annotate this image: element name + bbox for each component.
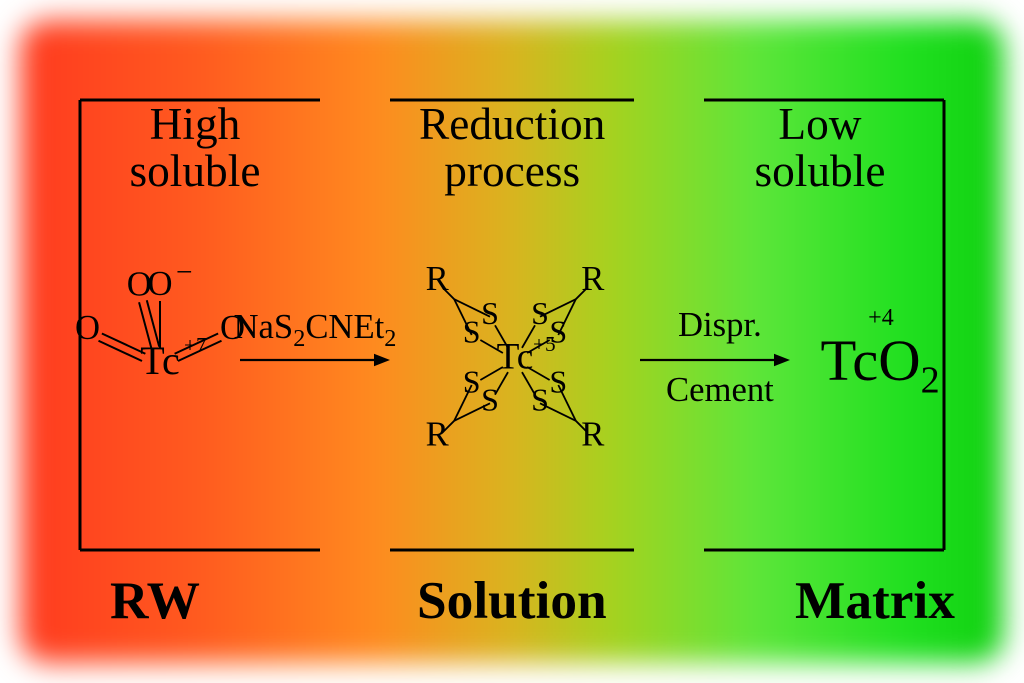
arrow1-sub1: 2 [293, 325, 305, 352]
svg-text:S: S [549, 363, 567, 399]
svg-text:R: R [581, 416, 605, 454]
svg-text:Tc: Tc [497, 337, 534, 378]
product-sub: 2 [921, 359, 940, 401]
product-tco2: +4TcO2 [821, 330, 940, 401]
svg-text:O: O [127, 266, 152, 304]
arrow1-sub2: 2 [384, 325, 396, 352]
svg-text:−: − [176, 257, 193, 289]
svg-text:O: O [75, 309, 100, 347]
bottom-label-rw: RW [110, 572, 200, 628]
product-ox-state: +4 [868, 306, 894, 331]
arrow1-tail: CNEt [305, 308, 384, 346]
svg-text:S: S [463, 313, 481, 349]
top-label-low-soluble: Low soluble [755, 101, 886, 196]
arrow2-label-cement: Cement [666, 372, 774, 408]
arrow2-label-dispr: Dispr. [678, 307, 762, 343]
top-label-high-soluble: High soluble [130, 101, 261, 196]
svg-text:S: S [531, 382, 549, 418]
svg-text:S: S [463, 363, 481, 399]
arrow1-reagent-label: NaS2CNEt2 [234, 309, 397, 351]
bottom-label-solution: Solution [417, 572, 607, 628]
diagram-content: Tc+7O−OOOTc+5SSSSSSSSRRRR High soluble R… [20, 20, 1004, 663]
svg-text:R: R [581, 260, 605, 298]
arrow1-text: NaS [234, 308, 294, 346]
top-label-reduction: Reduction process [419, 101, 605, 196]
svg-text:S: S [549, 313, 567, 349]
bottom-label-matrix: Matrix [795, 572, 955, 628]
product-main: TcO [821, 328, 921, 393]
svg-text:R: R [426, 416, 450, 454]
svg-text:S: S [481, 382, 499, 418]
svg-text:R: R [426, 260, 450, 298]
